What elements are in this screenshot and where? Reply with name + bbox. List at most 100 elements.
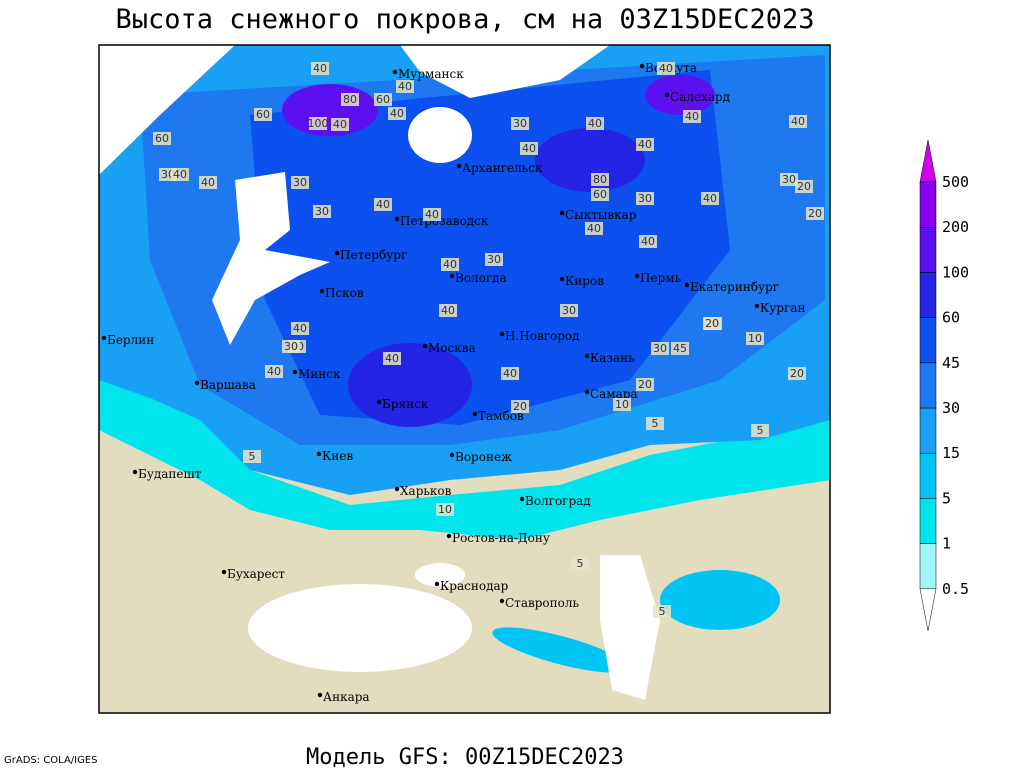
city-label: Самара [590,387,638,401]
title: Высота снежного покрова, см на 03Z15DEC2… [116,4,815,35]
city-label: Петербург [340,248,407,262]
city-dot [559,210,565,216]
contour-label-bg [560,304,578,317]
contour-label-bg [746,332,764,345]
contour-label-bg [520,142,538,155]
city-label: Сыктывкар [565,208,637,222]
sea [600,555,660,700]
legend-swatch [919,272,937,318]
footer: Модель GFS: 00Z15DEC2023 [306,745,624,768]
contour-label: 40 [441,304,455,317]
legend-swatch [919,181,937,228]
legend-label: 45 [942,354,960,372]
snow-heavy [348,343,472,427]
contour-label-bg [501,367,519,380]
snow-cyan [99,375,830,540]
city-label: Анкара [323,690,370,704]
city-label: Ставрополь [505,596,579,610]
contour-label: 45 [673,342,687,355]
legend-label: 30 [942,399,960,417]
contour-label: 20 [808,207,822,220]
contour-label-bg [613,398,631,411]
city-label: Киров [565,274,604,288]
contour-label: 5 [652,417,659,430]
contour-label-bg [423,208,441,221]
contour-label-bg [291,322,309,335]
contour-label-bg [374,93,392,106]
city-dot [472,411,478,417]
city-label: Брянск [382,397,429,411]
contour-label-bg [788,367,806,380]
contour-label-bg [243,450,261,463]
contour-label-bg [671,342,689,355]
contour-label: 20 [638,378,652,391]
contour-label-bg [396,80,414,93]
contour-label-bg [153,132,171,145]
city-dot [684,282,690,288]
legend-arrow-top [919,139,937,183]
contour-label: 40 [398,80,412,93]
city-dot [132,469,138,475]
sea [212,172,330,345]
contour-label: 30 [562,304,576,317]
contour-label-bg [636,192,654,205]
city-dot [392,69,398,75]
city-label: Пермь [640,271,682,285]
city-dot [449,452,455,458]
legend-label: 15 [942,444,960,462]
contour-label-bg [751,424,769,437]
contour-label: 5 [577,557,584,570]
contour-label: 30 [513,117,527,130]
contour-label: 40 [503,367,517,380]
city-label: Москва [428,341,476,355]
sea [415,563,465,587]
contour-label-bg [439,304,457,317]
contour-label-bg [591,173,609,186]
contour-label-bg [651,342,669,355]
city-dot [456,163,462,169]
city-dot [292,369,298,375]
contour-label: 40 [390,107,404,120]
contour-label-bg [636,138,654,151]
contour-label-bg [311,62,329,75]
contour-label: 40 [313,62,327,75]
legend-swatch [919,317,937,364]
contour-label: 60 [155,132,169,145]
contour-label-bg [701,192,719,205]
city-label: Н.Новгород [505,329,580,343]
city-label: Петрозаводск [400,214,489,228]
city-label: Будапешт [138,467,202,481]
contour-label-bg [585,222,603,235]
contour-label-bg [511,117,529,130]
city-dot [754,303,760,309]
contour-label-bg [646,417,664,430]
city-dot [446,533,452,539]
city-dot [434,581,440,587]
contour-label: 60 [376,93,390,106]
contour-label-bg [636,378,654,391]
contour-label: 40 [376,198,390,211]
contour-label: 40 [267,365,281,378]
legend-label: 1 [942,535,951,553]
city-dot [422,343,428,349]
contour-label-bg [795,180,813,193]
contour-label-bg [780,173,798,186]
contour-label: 20 [705,317,719,330]
contour-label-bg [309,117,327,130]
contour-label-bg [511,400,529,413]
city-label: Краснодар [440,579,509,593]
contour-label: 10 [615,398,629,411]
contour-label: 10 [438,503,452,516]
contour-label: 20 [797,180,811,193]
city-dot [664,92,670,98]
contour-label: 40 [703,192,717,205]
legend-swatch [919,452,937,499]
contour-label-bg [291,176,309,189]
sea [400,45,610,98]
city-dot [584,353,590,359]
contour-label-bg [436,503,454,516]
city-label: Ростов-на-Дону [452,531,550,545]
contour-label-bg [653,605,671,618]
city-dot [221,569,227,575]
contour-label: 20 [513,400,527,413]
